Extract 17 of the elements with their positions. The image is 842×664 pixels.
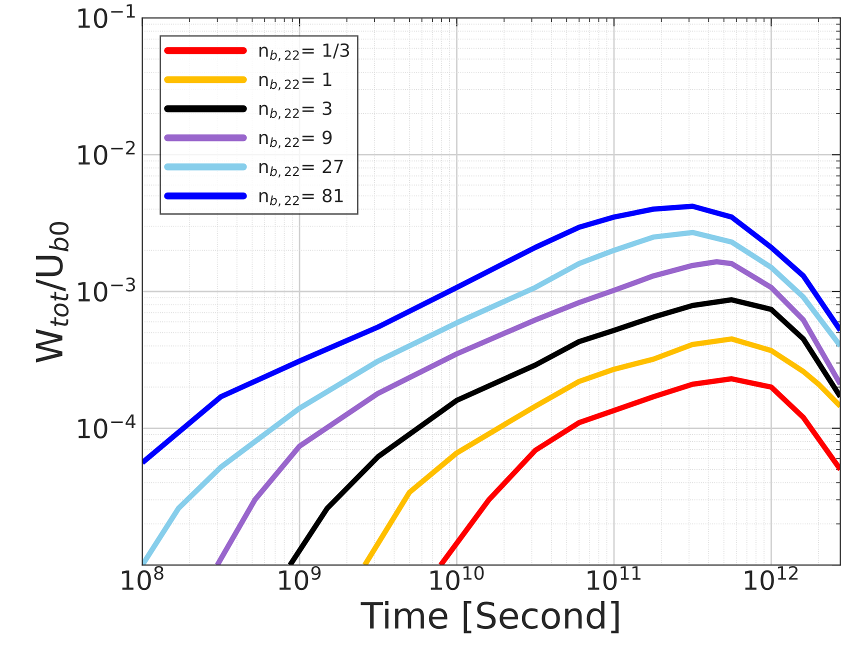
legend-label: n$_{b,22}$= 81 xyxy=(259,188,343,207)
y-axis-title: W$_{tot}$/U$_{b0}$ xyxy=(36,222,69,363)
y-tick-label: 10$^{−2}$ xyxy=(78,140,135,165)
y-tick-label: 10$^{−4}$ xyxy=(78,414,136,438)
x-tick-label: 10$^{8}$ xyxy=(122,566,164,590)
x-tick-label: 10$^{12}$ xyxy=(744,566,798,590)
y-tick-label: 10$^{−3}$ xyxy=(78,278,136,302)
x-tick-label: 10$^{9}$ xyxy=(279,566,321,590)
x-tick-label: 10$^{10}$ xyxy=(430,566,484,590)
x-axis-title: Time [Second] xyxy=(360,601,619,634)
legend-label: n$_{b,22}$= 27 xyxy=(259,160,343,178)
legend-label: n$_{b,22}$= 9 xyxy=(259,130,332,148)
x-tick-label: 10$^{11}$ xyxy=(588,566,640,590)
legend-label: n$_{b,22}$= 1 xyxy=(259,72,332,90)
y-tick-label: 10$^{−1}$ xyxy=(78,4,135,28)
legend-label: n$_{b,22}$= 3 xyxy=(259,102,332,120)
legend-label: n$_{b,22}$= 1/3 xyxy=(259,43,350,62)
